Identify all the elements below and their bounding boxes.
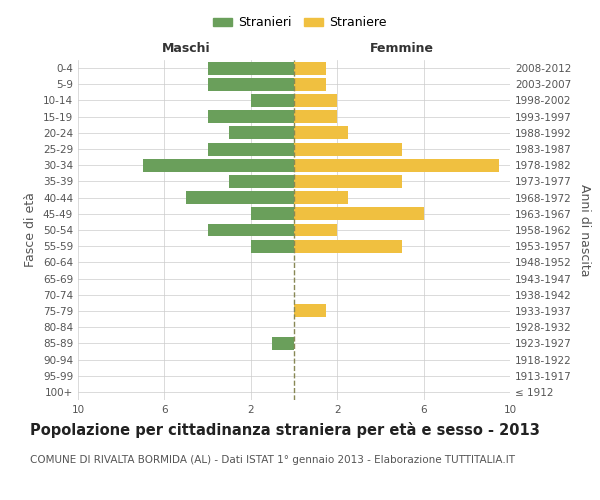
Bar bbox=[251, 94, 294, 107]
Text: Femmine: Femmine bbox=[370, 42, 434, 55]
Text: COMUNE DI RIVALTA BORMIDA (AL) - Dati ISTAT 1° gennaio 2013 - Elaborazione TUTTI: COMUNE DI RIVALTA BORMIDA (AL) - Dati IS… bbox=[30, 455, 515, 465]
Bar bbox=[143, 159, 294, 172]
Legend: Stranieri, Straniere: Stranieri, Straniere bbox=[208, 11, 392, 34]
Bar bbox=[294, 110, 337, 123]
Bar bbox=[294, 159, 499, 172]
Bar bbox=[294, 175, 402, 188]
Bar bbox=[294, 191, 348, 204]
Text: Popolazione per cittadinanza straniera per età e sesso - 2013: Popolazione per cittadinanza straniera p… bbox=[30, 422, 540, 438]
Text: Maschi: Maschi bbox=[161, 42, 211, 55]
Bar bbox=[229, 175, 294, 188]
Bar bbox=[208, 62, 294, 74]
Bar bbox=[294, 304, 326, 318]
Bar bbox=[251, 208, 294, 220]
Bar bbox=[208, 78, 294, 91]
Bar bbox=[186, 191, 294, 204]
Bar bbox=[294, 78, 326, 91]
Bar bbox=[229, 126, 294, 140]
Bar bbox=[294, 240, 402, 252]
Bar bbox=[251, 240, 294, 252]
Bar bbox=[294, 224, 337, 236]
Bar bbox=[294, 94, 337, 107]
Bar bbox=[272, 337, 294, 350]
Bar bbox=[294, 142, 402, 156]
Y-axis label: Anni di nascita: Anni di nascita bbox=[578, 184, 591, 276]
Bar bbox=[208, 142, 294, 156]
Bar bbox=[208, 224, 294, 236]
Bar bbox=[208, 110, 294, 123]
Bar bbox=[294, 126, 348, 140]
Bar bbox=[294, 208, 424, 220]
Y-axis label: Fasce di età: Fasce di età bbox=[25, 192, 37, 268]
Bar bbox=[294, 62, 326, 74]
